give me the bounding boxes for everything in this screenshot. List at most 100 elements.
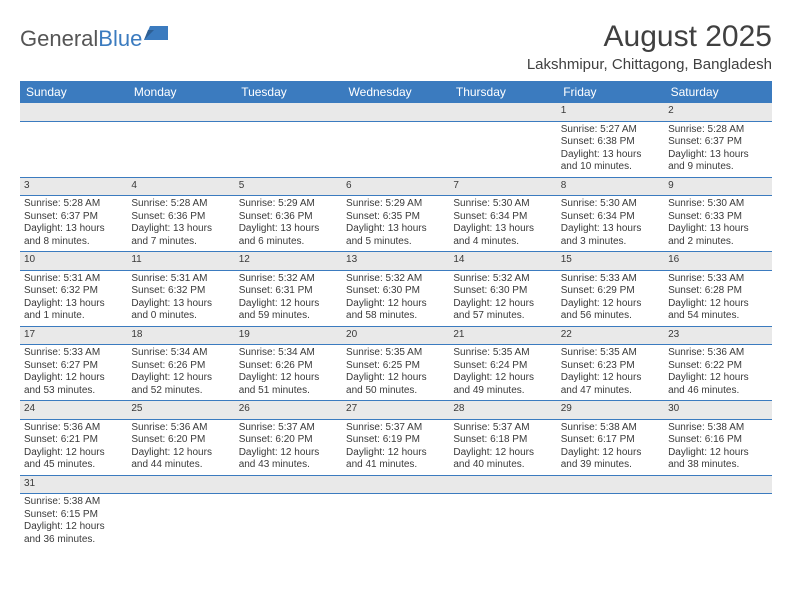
day-number-cell [449,475,556,494]
sunset-text: Sunset: 6:26 PM [239,360,338,373]
logo-flag-icon [144,22,168,42]
sunset-text: Sunset: 6:34 PM [453,211,552,224]
sunrise-text: Sunrise: 5:38 AM [668,422,767,435]
daylight-text: Daylight: 13 hours and 7 minutes. [131,223,230,248]
detail-row: Sunrise: 5:28 AMSunset: 6:37 PMDaylight:… [20,196,772,252]
day-number-cell [20,103,127,121]
sunset-text: Sunset: 6:25 PM [346,360,445,373]
day-number-cell: 20 [342,326,449,345]
day-detail-cell: Sunrise: 5:35 AMSunset: 6:23 PMDaylight:… [557,345,664,401]
day-detail-cell: Sunrise: 5:38 AMSunset: 6:17 PMDaylight:… [557,419,664,475]
sunrise-text: Sunrise: 5:37 AM [239,422,338,435]
daylight-text: Daylight: 12 hours and 46 minutes. [668,372,767,397]
day-number-cell: 29 [557,401,664,420]
sunset-text: Sunset: 6:16 PM [668,434,767,447]
daylight-text: Daylight: 13 hours and 6 minutes. [239,223,338,248]
sunset-text: Sunset: 6:38 PM [561,136,660,149]
sunrise-text: Sunrise: 5:29 AM [346,198,445,211]
day-number-cell: 23 [664,326,771,345]
day-number-cell: 16 [664,252,771,271]
sunrise-text: Sunrise: 5:32 AM [346,273,445,286]
day-number-cell: 21 [449,326,556,345]
sunrise-text: Sunrise: 5:36 AM [668,347,767,360]
sunrise-text: Sunrise: 5:30 AM [561,198,660,211]
daylight-text: Daylight: 12 hours and 41 minutes. [346,447,445,472]
day-number-cell: 14 [449,252,556,271]
day-detail-cell [342,121,449,177]
day-detail-cell: Sunrise: 5:34 AMSunset: 6:26 PMDaylight:… [235,345,342,401]
day-detail-cell: Sunrise: 5:35 AMSunset: 6:25 PMDaylight:… [342,345,449,401]
sunrise-text: Sunrise: 5:37 AM [346,422,445,435]
day-number-cell: 11 [127,252,234,271]
day-detail-cell: Sunrise: 5:28 AMSunset: 6:37 PMDaylight:… [664,121,771,177]
day-number-cell: 12 [235,252,342,271]
day-number-cell [235,103,342,121]
sunset-text: Sunset: 6:20 PM [131,434,230,447]
sunset-text: Sunset: 6:26 PM [131,360,230,373]
day-number-cell: 15 [557,252,664,271]
sunset-text: Sunset: 6:30 PM [346,285,445,298]
day-detail-cell: Sunrise: 5:30 AMSunset: 6:33 PMDaylight:… [664,196,771,252]
daylight-text: Daylight: 12 hours and 36 minutes. [24,521,123,546]
calendar-table: Sunday Monday Tuesday Wednesday Thursday… [20,81,772,549]
day-detail-cell: Sunrise: 5:28 AMSunset: 6:36 PMDaylight:… [127,196,234,252]
sunset-text: Sunset: 6:34 PM [561,211,660,224]
day-number-cell [449,103,556,121]
daylight-text: Daylight: 12 hours and 50 minutes. [346,372,445,397]
sunrise-text: Sunrise: 5:35 AM [453,347,552,360]
detail-row: Sunrise: 5:36 AMSunset: 6:21 PMDaylight:… [20,419,772,475]
day-detail-cell [235,121,342,177]
day-number-cell: 25 [127,401,234,420]
day-number-cell: 28 [449,401,556,420]
detail-row: Sunrise: 5:33 AMSunset: 6:27 PMDaylight:… [20,345,772,401]
sunset-text: Sunset: 6:32 PM [131,285,230,298]
day-number-cell: 1 [557,103,664,121]
sunrise-text: Sunrise: 5:34 AM [239,347,338,360]
col-thursday: Thursday [449,81,556,103]
day-detail-cell: Sunrise: 5:31 AMSunset: 6:32 PMDaylight:… [20,270,127,326]
day-detail-cell: Sunrise: 5:37 AMSunset: 6:20 PMDaylight:… [235,419,342,475]
day-detail-cell: Sunrise: 5:29 AMSunset: 6:36 PMDaylight:… [235,196,342,252]
day-detail-cell: Sunrise: 5:32 AMSunset: 6:30 PMDaylight:… [449,270,556,326]
sunset-text: Sunset: 6:20 PM [239,434,338,447]
daylight-text: Daylight: 12 hours and 59 minutes. [239,298,338,323]
day-detail-cell: Sunrise: 5:33 AMSunset: 6:29 PMDaylight:… [557,270,664,326]
day-detail-cell: Sunrise: 5:37 AMSunset: 6:19 PMDaylight:… [342,419,449,475]
day-detail-cell: Sunrise: 5:36 AMSunset: 6:20 PMDaylight:… [127,419,234,475]
sunset-text: Sunset: 6:22 PM [668,360,767,373]
day-number-cell: 24 [20,401,127,420]
daynum-row: 3456789 [20,177,772,196]
day-detail-cell: Sunrise: 5:32 AMSunset: 6:30 PMDaylight:… [342,270,449,326]
day-header-row: Sunday Monday Tuesday Wednesday Thursday… [20,81,772,103]
sunrise-text: Sunrise: 5:30 AM [453,198,552,211]
daylight-text: Daylight: 12 hours and 49 minutes. [453,372,552,397]
day-detail-cell [449,121,556,177]
daylight-text: Daylight: 12 hours and 54 minutes. [668,298,767,323]
sunrise-text: Sunrise: 5:30 AM [668,198,767,211]
sunset-text: Sunset: 6:31 PM [239,285,338,298]
daylight-text: Daylight: 13 hours and 2 minutes. [668,223,767,248]
day-number-cell: 3 [20,177,127,196]
daylight-text: Daylight: 12 hours and 51 minutes. [239,372,338,397]
detail-row: Sunrise: 5:38 AMSunset: 6:15 PMDaylight:… [20,494,772,550]
day-number-cell: 22 [557,326,664,345]
day-number-cell: 9 [664,177,771,196]
sunrise-text: Sunrise: 5:38 AM [561,422,660,435]
day-number-cell [127,103,234,121]
daylight-text: Daylight: 12 hours and 53 minutes. [24,372,123,397]
col-saturday: Saturday [664,81,771,103]
day-detail-cell [127,494,234,550]
daylight-text: Daylight: 13 hours and 5 minutes. [346,223,445,248]
day-detail-cell: Sunrise: 5:32 AMSunset: 6:31 PMDaylight:… [235,270,342,326]
sunrise-text: Sunrise: 5:38 AM [24,496,123,509]
col-friday: Friday [557,81,664,103]
daylight-text: Daylight: 13 hours and 8 minutes. [24,223,123,248]
detail-row: Sunrise: 5:31 AMSunset: 6:32 PMDaylight:… [20,270,772,326]
sunset-text: Sunset: 6:21 PM [24,434,123,447]
sunrise-text: Sunrise: 5:28 AM [131,198,230,211]
sunrise-text: Sunrise: 5:29 AM [239,198,338,211]
daylight-text: Daylight: 12 hours and 58 minutes. [346,298,445,323]
day-detail-cell: Sunrise: 5:34 AMSunset: 6:26 PMDaylight:… [127,345,234,401]
sunset-text: Sunset: 6:37 PM [668,136,767,149]
day-detail-cell [664,494,771,550]
